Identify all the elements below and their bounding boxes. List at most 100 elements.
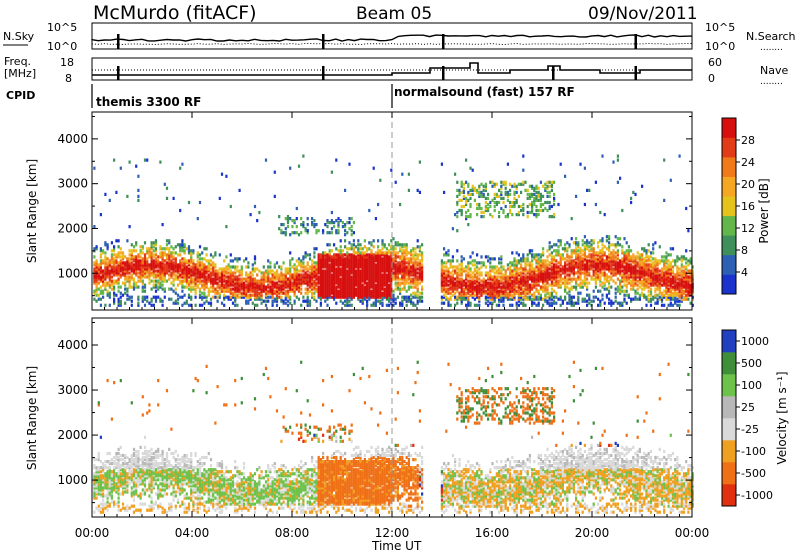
- heatmap-cell: [346, 287, 349, 291]
- heatmap-cell: [141, 251, 144, 255]
- heatmap-cell: [231, 287, 235, 291]
- heatmap-cell: [282, 275, 285, 279]
- heatmap-cell: [465, 202, 468, 207]
- heatmap-cell: [154, 249, 158, 253]
- heatmap-cell: [280, 299, 283, 303]
- heatmap-cell: [528, 196, 531, 200]
- heatmap-cell: [183, 245, 186, 249]
- heatmap-cell: [363, 245, 366, 249]
- heatmap-cell: [311, 271, 314, 275]
- heatmap-cell: [269, 289, 272, 293]
- heatmap-cell: [414, 261, 417, 265]
- heatmap-cell: [601, 255, 604, 259]
- heatmap-cell: [372, 291, 375, 295]
- heatmap-cell: [344, 265, 347, 269]
- heatmap-cell: [504, 281, 507, 285]
- heatmap-cell: [161, 271, 164, 275]
- heatmap-cell: [126, 267, 129, 271]
- heatmap-cell: [286, 279, 290, 283]
- heatmap-cell: [564, 289, 567, 293]
- heatmap-cell: [198, 293, 202, 297]
- heatmap-cell: [251, 269, 254, 273]
- heatmap-cell: [627, 281, 630, 285]
- heatmap-cell: [537, 194, 540, 198]
- heatmap-cell: [539, 204, 542, 209]
- heatmap-cell: [407, 269, 410, 273]
- heatmap-cell: [480, 194, 483, 198]
- heatmap-cell: [348, 281, 351, 285]
- heatmap-cell: [295, 206, 298, 211]
- freq-label-1: Freq.: [4, 55, 31, 68]
- heatmap-cell: [535, 259, 538, 263]
- heatmap-cell: [559, 257, 562, 261]
- heatmap-cell: [638, 261, 641, 265]
- heatmap-cell: [449, 265, 452, 269]
- heatmap-cell: [557, 253, 560, 257]
- heatmap-cell: [139, 255, 142, 259]
- heatmap-cell: [535, 265, 538, 269]
- heatmap-cell: [346, 277, 349, 281]
- heatmap-cell: [183, 243, 186, 247]
- heatmap-cell: [467, 289, 470, 293]
- heatmap-cell: [289, 297, 292, 301]
- heatmap-cell: [119, 273, 122, 277]
- heatmap-cell: [99, 297, 102, 301]
- heatmap-cell: [467, 190, 470, 194]
- heatmap-cell: [135, 164, 138, 168]
- heatmap-cell: [104, 243, 107, 247]
- heatmap-cell: [157, 271, 160, 275]
- heatmap-cell: [128, 271, 131, 275]
- heatmap-cell: [647, 275, 650, 279]
- heatmap-cell: [570, 265, 573, 269]
- heatmap-cell: [148, 271, 151, 275]
- heatmap-cell: [368, 257, 371, 261]
- heatmap-cell: [652, 283, 655, 287]
- heatmap-cell: [251, 301, 254, 305]
- heatmap-cell: [603, 265, 606, 269]
- heatmap-cell: [187, 251, 191, 255]
- heatmap-cell: [443, 273, 446, 277]
- heatmap-cell: [370, 249, 373, 253]
- heatmap-cell: [586, 277, 589, 281]
- heatmap-cell: [335, 281, 338, 285]
- heatmap-cell: [410, 249, 413, 253]
- heatmap-cell: [581, 239, 584, 243]
- heatmap-cell: [289, 289, 292, 293]
- heatmap-cell: [271, 277, 274, 281]
- heatmap-cell: [449, 271, 452, 275]
- heatmap-cell: [467, 273, 470, 277]
- heatmap-cell: [119, 251, 122, 255]
- heatmap-cell: [179, 267, 182, 271]
- heatmap-cell: [326, 225, 329, 229]
- heatmap-cell: [357, 281, 360, 285]
- heatmap-cell: [132, 245, 136, 249]
- heatmap-cell: [289, 277, 292, 281]
- heatmap-cell: [209, 277, 213, 281]
- heatmap-cell: [612, 251, 615, 255]
- heatmap-cell: [487, 202, 490, 207]
- heatmap-cell: [542, 251, 545, 255]
- heatmap-cell: [509, 279, 512, 283]
- heatmap-cell: [117, 289, 120, 293]
- heatmap-cell: [319, 265, 322, 269]
- heatmap-cell: [502, 285, 505, 289]
- heatmap-cell: [163, 253, 166, 257]
- heatmap-cell: [443, 253, 446, 257]
- heatmap-cell: [275, 275, 279, 279]
- heatmap-cell: [183, 271, 186, 275]
- heatmap-cell: [344, 239, 347, 243]
- heatmap-cell: [256, 281, 259, 285]
- heatmap-cell: [513, 283, 516, 287]
- heatmap-cell: [555, 265, 558, 269]
- heatmap-cell: [643, 267, 646, 271]
- heatmap-cell: [491, 257, 494, 261]
- heatmap-cell: [385, 263, 388, 267]
- heatmap-cell: [168, 287, 171, 291]
- heatmap-cell: [181, 247, 184, 251]
- heatmap-cell: [634, 267, 637, 271]
- heatmap-cell: [280, 291, 283, 295]
- heatmap-cell: [533, 213, 536, 217]
- heatmap-cell: [143, 295, 147, 299]
- heatmap-cell: [405, 249, 408, 253]
- heatmap-cell: [249, 295, 252, 299]
